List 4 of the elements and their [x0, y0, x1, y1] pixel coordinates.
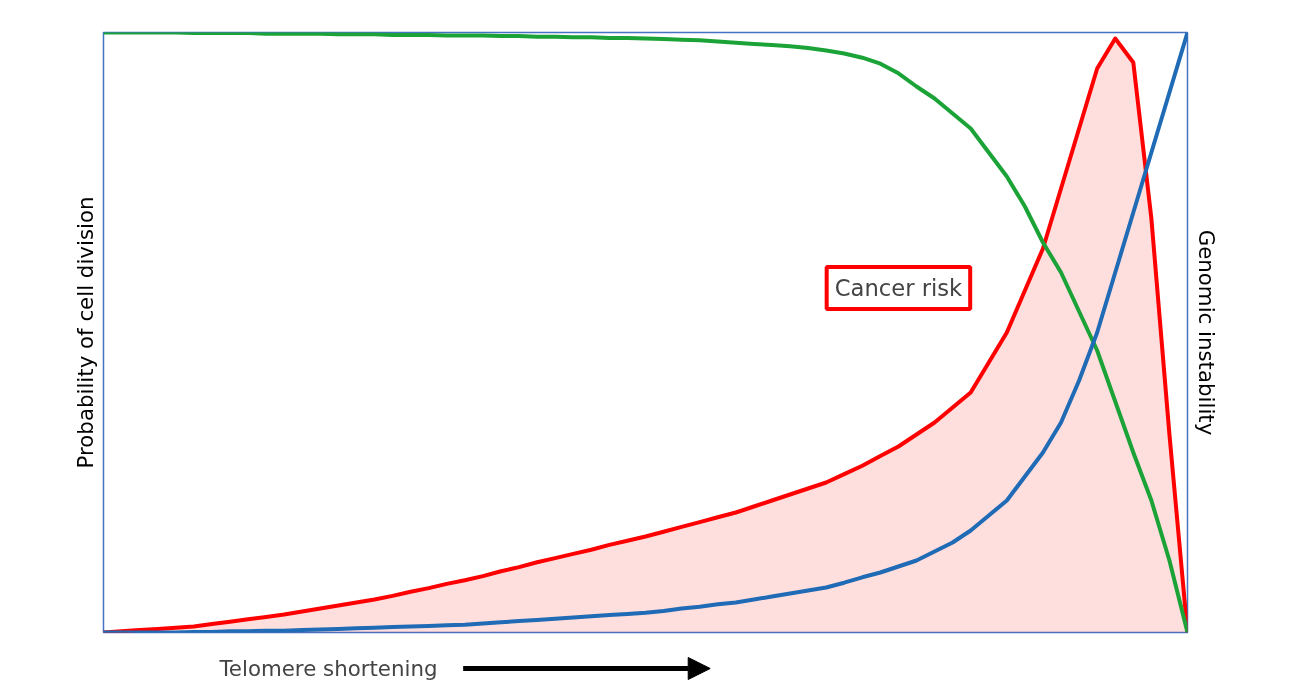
y-axis-title: Probability of cell division [72, 196, 98, 469]
x-axis-title: Telomere shortening [218, 656, 438, 681]
y2-axis-title: Genomic instability [1193, 229, 1219, 436]
text: Cancer risk [834, 274, 964, 301]
